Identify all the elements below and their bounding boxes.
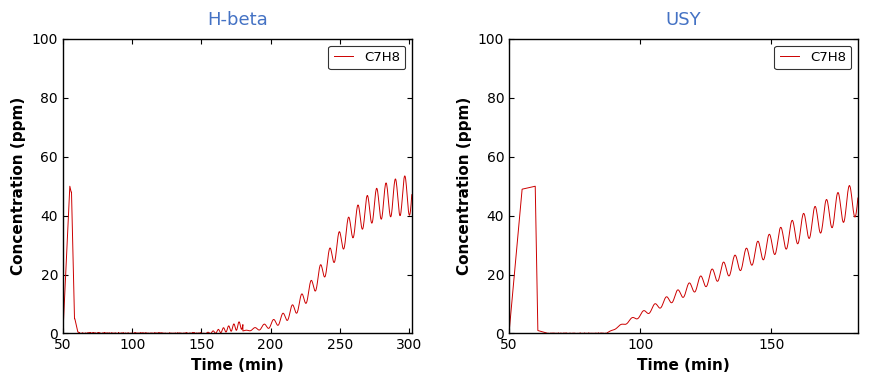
C7H8 <box>715 272 726 277</box>
C7H8 <box>101 331 111 336</box>
C7H8 <box>322 265 332 269</box>
C7H8 <box>803 233 813 238</box>
Legend: C7H8: C7H8 <box>774 46 852 69</box>
C7H8 <box>94 331 104 336</box>
Y-axis label: Concentration (ppm): Concentration (ppm) <box>11 97 26 275</box>
C7H8 <box>708 268 719 273</box>
X-axis label: Time (min): Time (min) <box>191 358 283 373</box>
C7H8 <box>737 265 747 270</box>
C7H8 <box>504 331 514 336</box>
C7H8 <box>57 331 68 336</box>
C7H8 <box>845 183 855 188</box>
C7H8 <box>367 221 377 225</box>
Line: C7H8: C7H8 <box>63 176 412 333</box>
C7H8 <box>522 185 533 190</box>
C7H8 <box>597 331 607 336</box>
Y-axis label: Concentration (ppm): Concentration (ppm) <box>457 97 472 275</box>
Title: USY: USY <box>666 11 701 29</box>
Legend: C7H8: C7H8 <box>328 46 405 69</box>
Line: C7H8: C7H8 <box>509 185 858 333</box>
C7H8 <box>173 331 183 336</box>
C7H8 <box>852 196 863 200</box>
C7H8 <box>375 214 386 218</box>
C7H8 <box>400 174 410 178</box>
X-axis label: Time (min): Time (min) <box>637 358 730 373</box>
C7H8 <box>407 192 417 197</box>
Title: H-beta: H-beta <box>207 11 268 29</box>
